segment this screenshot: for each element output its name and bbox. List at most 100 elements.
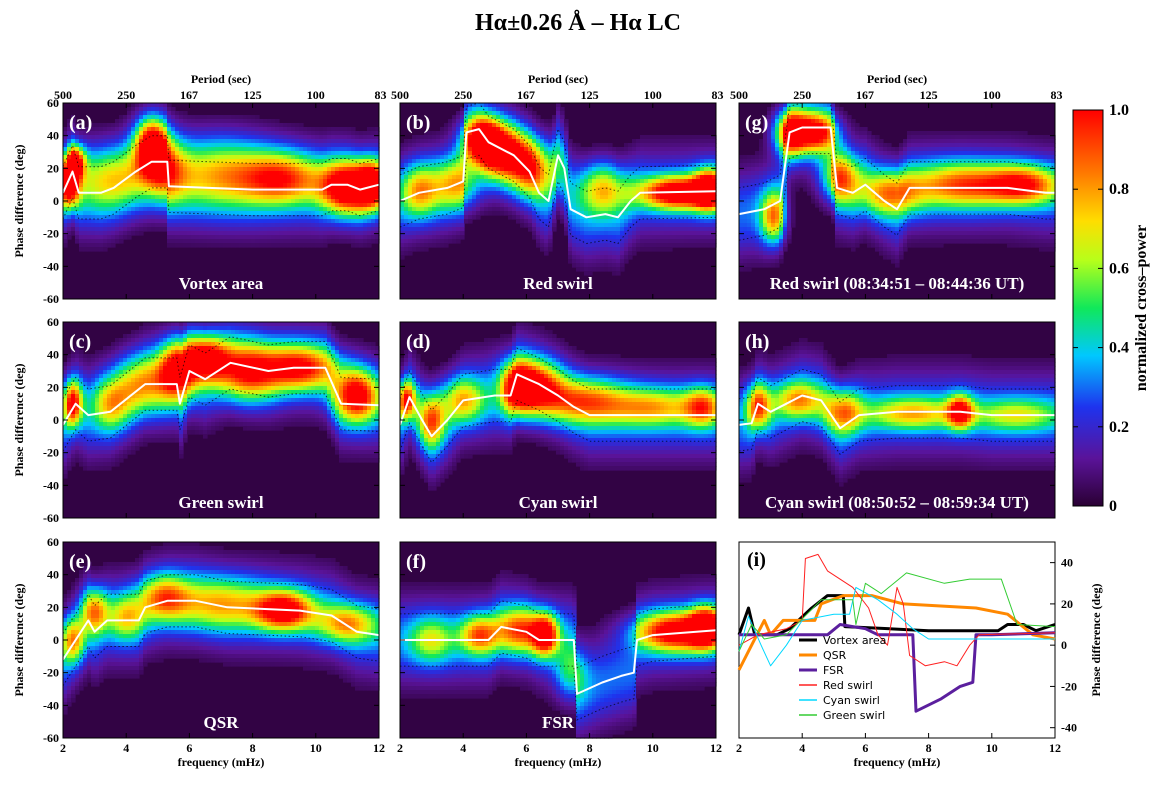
panel-g: 500 250 167 125 100 83 Period (sec) (g) Red swir… (730, 72, 1063, 300)
panel-c: 60 40 20 0 -20 -40 -60 Phase difference (deg) (c… (12, 315, 380, 525)
confidence-bound-upper (62, 336, 380, 400)
right-y-tick-label: -20 (1061, 679, 1077, 693)
colorbar-tick-label: 0 (1109, 498, 1117, 515)
x-tick-label: 4 (123, 741, 129, 755)
period-tick-label: 125 (581, 88, 599, 102)
period-tick-label: 167 (856, 88, 874, 102)
period-tick-label: 83 (1051, 88, 1063, 102)
y-tick-label: 60 (47, 315, 59, 329)
y-tick-label: -40 (43, 478, 59, 492)
x-tick-label: 8 (250, 741, 256, 755)
panel-tag: (g) (745, 112, 768, 134)
x-tick-label: 4 (799, 741, 805, 755)
x-tick-label: 10 (310, 741, 322, 755)
y-axis-label: Phase difference (deg) (12, 363, 26, 476)
y-tick-label: -60 (43, 731, 59, 745)
period-tick-label: 167 (517, 88, 535, 102)
legend-label: Green swirl (823, 709, 885, 722)
heatmap-cells (63, 322, 380, 479)
panel-tag: (e) (69, 551, 91, 573)
period-tick-label: 167 (180, 88, 198, 102)
x-tick-label: 12 (1049, 741, 1061, 755)
confidence-bound-lower (62, 388, 380, 452)
legend-label: Cyan swirl (823, 694, 880, 707)
x-tick-label: 2 (397, 741, 403, 755)
panel-d: (d) Cyan swirl (399, 321, 717, 519)
x-tick-label: 6 (862, 741, 868, 755)
legend-label: Red swirl (823, 679, 873, 692)
x-tick-label: 12 (710, 741, 722, 755)
period-tick-label: 100 (307, 88, 325, 102)
x-axis-label: frequency (mHz) (854, 755, 941, 769)
period-tick-label: 83 (712, 88, 724, 102)
legend-label: FSR (823, 664, 844, 677)
x-tick-label: 10 (647, 741, 659, 755)
heatmap-cells (400, 322, 717, 491)
x-tick-label: 8 (926, 741, 932, 755)
colorbar-tick-label: 0.2 (1109, 419, 1129, 436)
y-tick-label: -40 (43, 259, 59, 273)
period-tick-label: 250 (454, 88, 472, 102)
panel-tag: (c) (69, 331, 91, 353)
colorbar-tick-label: 0.8 (1109, 181, 1129, 198)
right-y-tick-label: -40 (1061, 721, 1077, 735)
x-tick-label: 6 (523, 741, 529, 755)
panel-tag: (h) (745, 331, 769, 353)
panel-name: QSR (204, 713, 240, 732)
panel-tag: (a) (69, 112, 92, 134)
y-axis-label: Phase difference (deg) (12, 144, 26, 257)
confidence-bound-upper (62, 135, 380, 168)
y-tick-label: -40 (43, 698, 59, 712)
y-tick-label: 40 (47, 129, 59, 143)
phase-ridge-line (399, 128, 717, 219)
heatmap-cells (739, 338, 1056, 487)
period-tick-label: 125 (244, 88, 262, 102)
series-line (738, 572, 1056, 652)
panel-f: 2 4 6 8 10 12 frequency (mHz) (f) FSR (397, 541, 722, 769)
x-tick-label: 6 (186, 741, 192, 755)
confidence-bound-lower (62, 187, 380, 220)
x-tick-label: 2 (60, 741, 66, 755)
phase-ridge-line (738, 126, 1055, 216)
period-tick-label: 500 (54, 88, 72, 102)
x-axis-label: frequency (mHz) (178, 755, 265, 769)
y-tick-label: 0 (53, 194, 59, 208)
y-tick-label: -20 (43, 446, 59, 460)
series-line (738, 586, 1055, 667)
series-line (739, 623, 1056, 713)
y-tick-label: 40 (47, 568, 59, 582)
confidence-bound-upper (738, 368, 1055, 403)
x-tick-label: 12 (373, 741, 385, 755)
panel-name: Red swirl (523, 274, 593, 293)
panel-name: Vortex area (179, 274, 264, 293)
period-axis-label: Period (sec) (867, 72, 927, 86)
panel-name: Cyan swirl (08:50:52 – 08:59:34 UT) (765, 493, 1029, 512)
panel-name: Green swirl (178, 493, 263, 512)
panel-i: Vortex area QSR FSR Red swirl Cyan swirl Gree… (736, 541, 1103, 769)
heatmap-cells (63, 103, 380, 252)
colorbar-tick-label: 0.4 (1109, 340, 1129, 357)
x-tick-label: 10 (986, 741, 998, 755)
period-tick-label: 100 (644, 88, 662, 102)
period-tick-label: 500 (391, 88, 409, 102)
confidence-bound-lower (400, 652, 717, 721)
period-tick-label: 250 (117, 88, 135, 102)
confidence-bound-lower (62, 626, 380, 686)
figure-title: Hα±0.26 Å – Hα LC (475, 10, 681, 36)
y-tick-label: 60 (47, 96, 59, 110)
x-tick-label: 8 (587, 741, 593, 755)
period-axis-label: Period (sec) (528, 72, 588, 86)
confidence-bound-upper (62, 574, 380, 634)
panel-a: 60 40 20 0 -20 -40 -60 Phase difference (deg) 50… (12, 72, 387, 306)
y-tick-label: -20 (43, 666, 59, 680)
y-tick-label: 20 (47, 600, 59, 614)
y-tick-label: -60 (43, 511, 59, 525)
y-tick-label: 0 (53, 633, 59, 647)
panel-h: (h) Cyan swirl (08:50:52 – 08:59:34 UT) (738, 321, 1056, 519)
panel-tag: (d) (406, 331, 430, 353)
confidence-bound-upper (738, 102, 1055, 189)
line-panel-frame (738, 541, 1056, 739)
y-tick-label: 20 (47, 161, 59, 175)
x-axis-label: frequency (mHz) (515, 755, 602, 769)
panel-name: Cyan swirl (519, 493, 598, 512)
